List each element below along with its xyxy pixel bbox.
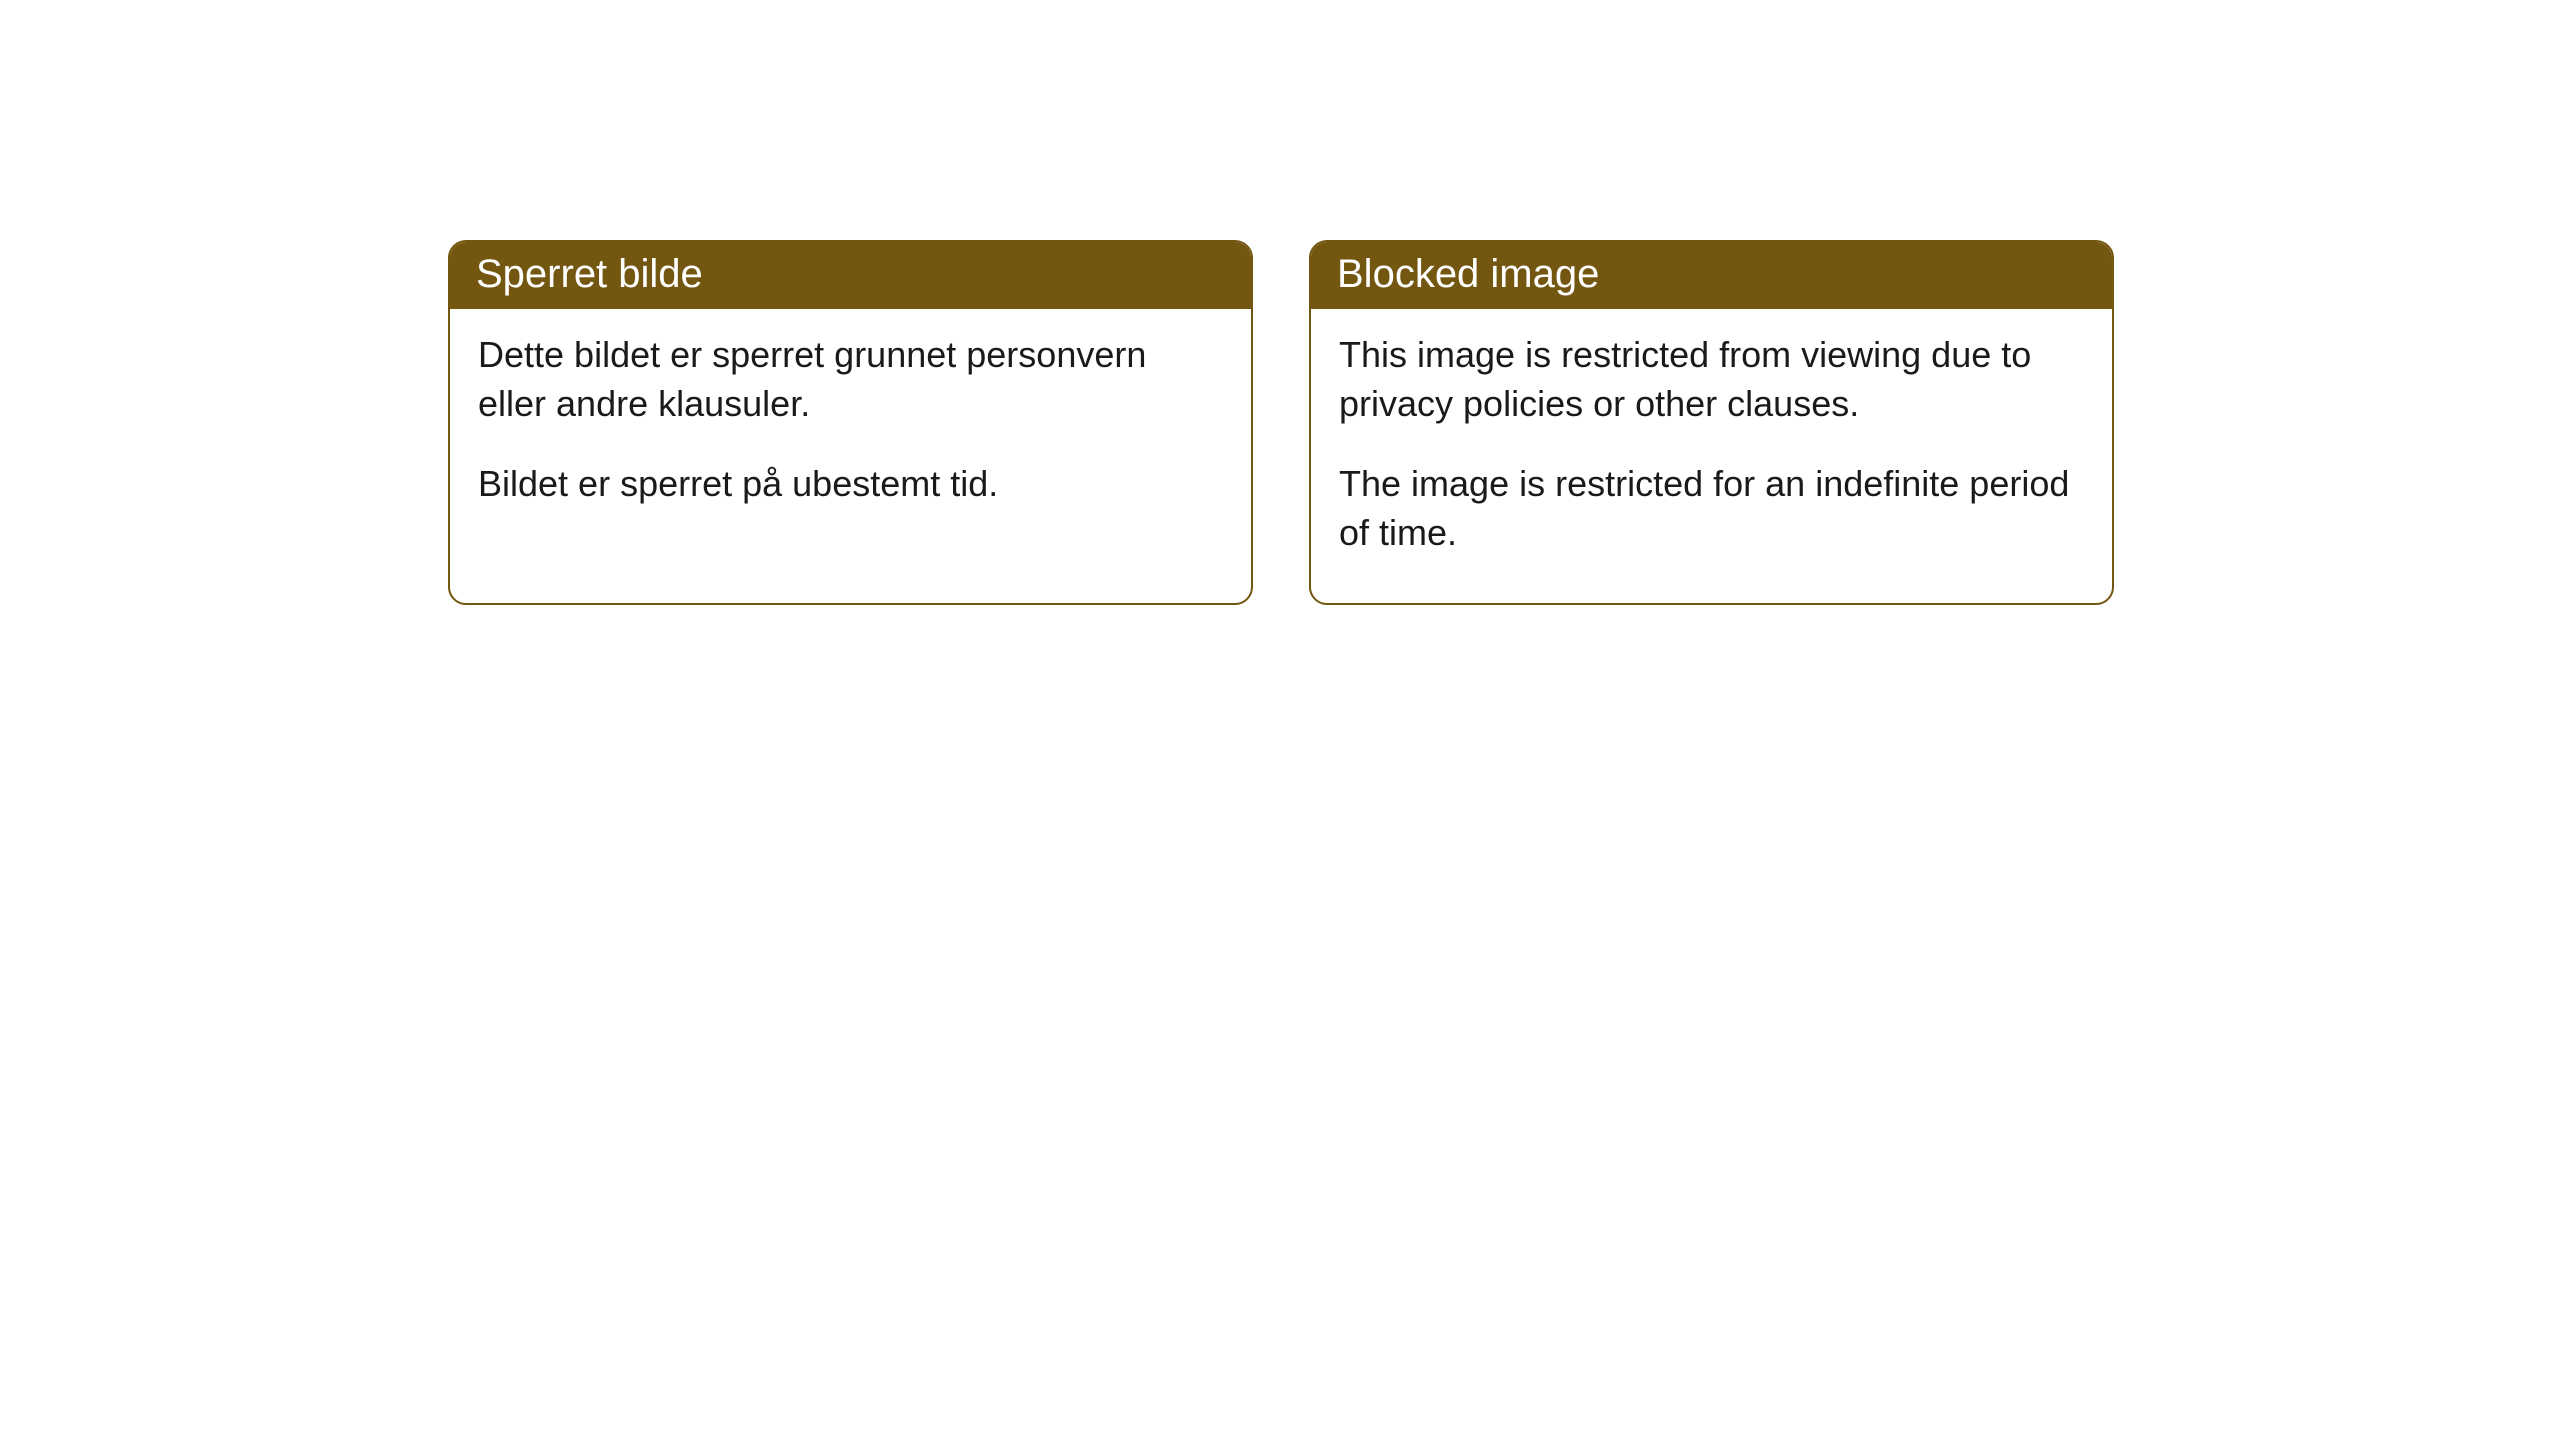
card-header: Blocked image	[1311, 242, 2112, 309]
blocked-image-card-english: Blocked image This image is restricted f…	[1309, 240, 2114, 605]
card-paragraph: The image is restricted for an indefinit…	[1339, 460, 2084, 557]
notice-cards-container: Sperret bilde Dette bildet er sperret gr…	[448, 240, 2560, 605]
card-paragraph: This image is restricted from viewing du…	[1339, 331, 2084, 428]
blocked-image-card-norwegian: Sperret bilde Dette bildet er sperret gr…	[448, 240, 1253, 605]
card-paragraph: Dette bildet er sperret grunnet personve…	[478, 331, 1223, 428]
card-header: Sperret bilde	[450, 242, 1251, 309]
card-paragraph: Bildet er sperret på ubestemt tid.	[478, 460, 1223, 509]
card-title: Sperret bilde	[476, 252, 703, 296]
card-body: Dette bildet er sperret grunnet personve…	[450, 309, 1251, 555]
card-title: Blocked image	[1337, 252, 1599, 296]
card-body: This image is restricted from viewing du…	[1311, 309, 2112, 603]
